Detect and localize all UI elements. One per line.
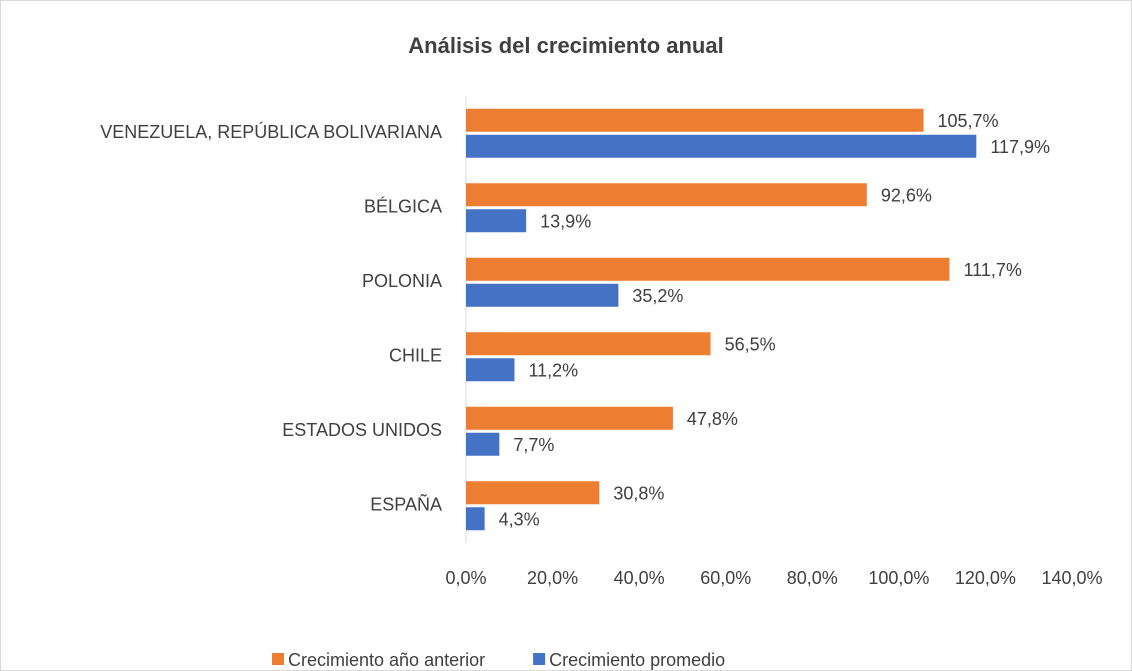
x-tick-label: 0,0% bbox=[445, 568, 486, 588]
value-label: 105,7% bbox=[938, 111, 999, 131]
legend-swatch bbox=[533, 653, 546, 665]
y-tick-label: CHILE bbox=[389, 346, 442, 366]
value-label: 92,6% bbox=[881, 186, 932, 206]
y-tick-label: ESTADOS UNIDOS bbox=[282, 420, 442, 440]
bar bbox=[466, 481, 600, 505]
value-label: 56,5% bbox=[725, 335, 776, 355]
bar bbox=[466, 507, 485, 531]
x-tick-label: 20,0% bbox=[527, 568, 578, 588]
bar bbox=[466, 183, 867, 207]
x-tick-label: 40,0% bbox=[614, 568, 665, 588]
value-label: 13,9% bbox=[540, 212, 591, 232]
y-tick-label: BÉLGICA bbox=[364, 197, 442, 217]
bar bbox=[466, 283, 619, 307]
x-tick-label: 80,0% bbox=[787, 568, 838, 588]
bar bbox=[466, 108, 924, 132]
bar bbox=[466, 358, 515, 382]
x-tick-label: 60,0% bbox=[700, 568, 751, 588]
legend-swatch bbox=[272, 653, 284, 665]
x-tick-label: 120,0% bbox=[955, 568, 1016, 588]
bar bbox=[466, 332, 711, 356]
y-tick-label: VENEZUELA, REPÚBLICA BOLIVARIANA bbox=[100, 121, 442, 142]
y-tick-label: ESPAÑA bbox=[370, 494, 442, 515]
bar bbox=[466, 406, 673, 430]
chart-title: Análisis del crecimiento anual bbox=[408, 33, 723, 58]
value-label: 7,7% bbox=[513, 435, 554, 455]
x-tick-label: 100,0% bbox=[868, 568, 929, 588]
legend-label: Crecimiento año anterior bbox=[288, 650, 485, 670]
bar bbox=[466, 257, 950, 281]
x-tick-label: 140,0% bbox=[1041, 568, 1102, 588]
value-label: 111,7% bbox=[964, 260, 1022, 280]
bar bbox=[466, 432, 500, 456]
legend-label: Crecimiento promedio bbox=[549, 650, 725, 670]
bar bbox=[466, 134, 977, 158]
value-label: 4,3% bbox=[499, 510, 540, 530]
bar bbox=[466, 209, 527, 233]
value-label: 11,2% bbox=[528, 361, 578, 381]
value-label: 35,2% bbox=[632, 286, 683, 306]
value-label: 117,9% bbox=[990, 137, 1050, 157]
value-label: 47,8% bbox=[687, 409, 738, 429]
y-tick-label: POLONIA bbox=[362, 271, 442, 291]
value-label: 30,8% bbox=[613, 484, 664, 504]
